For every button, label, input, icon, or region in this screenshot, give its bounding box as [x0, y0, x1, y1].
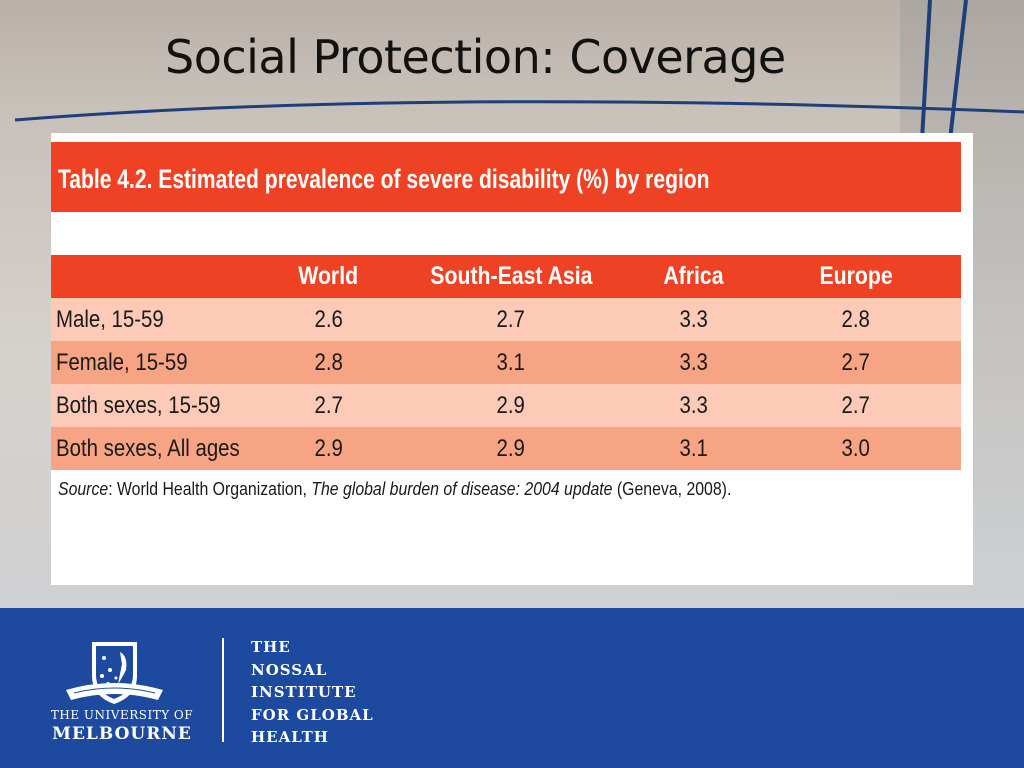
table-caption-bar: Table 4.2. Estimated prevalence of sever… [51, 142, 961, 212]
table-cell: 3.3 [636, 341, 751, 384]
disability-prevalence-table: World South-East Asia Africa Europe Male… [51, 255, 961, 470]
logo-divider [222, 638, 224, 742]
table-cell: 2.7 [271, 384, 386, 427]
slide-title: Social Protection: Coverage [165, 30, 786, 84]
table-cell: 2.7 [751, 341, 961, 384]
table-row: Both sexes, 15-59 2.7 2.9 3.3 2.7 [51, 384, 961, 427]
table-cell: 2.9 [386, 427, 636, 470]
footer-band: THE UNIVERSITY OF MELBOURNE THE NOSSAL I… [0, 608, 1024, 768]
university-name-line1: THE UNIVERSITY OF [50, 708, 194, 722]
row-label: Male, 15-59 [51, 298, 271, 341]
table-row: Both sexes, All ages 2.9 2.9 3.1 3.0 [51, 427, 961, 470]
table-cell: 3.0 [751, 427, 961, 470]
column-header [51, 255, 271, 298]
column-header-south-east-asia: South-East Asia [386, 255, 636, 298]
column-header-world: World [271, 255, 386, 298]
table-cell: 2.8 [751, 298, 961, 341]
table-cell: 3.3 [636, 384, 751, 427]
table-cell: 2.8 [271, 341, 386, 384]
institute-name-line: INSTITUTE [251, 683, 357, 701]
table-cell: 3.1 [386, 341, 636, 384]
source-label: Source [58, 479, 109, 499]
table-caption: Table 4.2. Estimated prevalence of sever… [58, 164, 710, 194]
institute-name-line: FOR GLOBAL [251, 705, 374, 724]
table-image: Table 4.2. Estimated prevalence of sever… [51, 133, 973, 585]
row-label: Both sexes, 15-59 [51, 384, 271, 427]
university-crest-logo [66, 642, 163, 704]
column-header-europe: Europe [751, 255, 961, 298]
table-cell: 3.1 [636, 427, 751, 470]
institute-name-line: NOSSAL [251, 660, 328, 679]
table-row: Female, 15-59 2.8 3.1 3.3 2.7 [51, 341, 961, 384]
source-text: : World Health Organization, [108, 479, 312, 499]
table-cell: 2.7 [751, 384, 961, 427]
table-row: Male, 15-59 2.6 2.7 3.3 2.8 [51, 298, 961, 341]
table-cell: 3.3 [636, 298, 751, 341]
table-cell: 2.9 [386, 384, 636, 427]
table-header-row: World South-East Asia Africa Europe [51, 255, 961, 298]
university-name-line2: MELBOURNE [52, 724, 192, 744]
institute-name-line: HEALTH [251, 728, 329, 746]
nossal-institute-logo: THE NOSSAL INSTITUTE FOR GLOBAL HEALTH [251, 636, 374, 749]
column-header-africa: Africa [636, 255, 751, 298]
source-text-end: (Geneva, 2008). [612, 479, 732, 499]
row-label: Female, 15-59 [51, 341, 271, 384]
institute-name-line: THE [251, 638, 291, 656]
table-cell: 2.9 [271, 427, 386, 470]
table-cell: 2.6 [271, 298, 386, 341]
table-cell: 2.7 [386, 298, 636, 341]
table-source-note: Source: World Health Organization, The g… [58, 479, 731, 500]
title-underline-swoosh [14, 0, 1024, 140]
source-work-title: The global burden of disease: 2004 updat… [311, 479, 613, 499]
row-label: Both sexes, All ages [51, 427, 271, 470]
